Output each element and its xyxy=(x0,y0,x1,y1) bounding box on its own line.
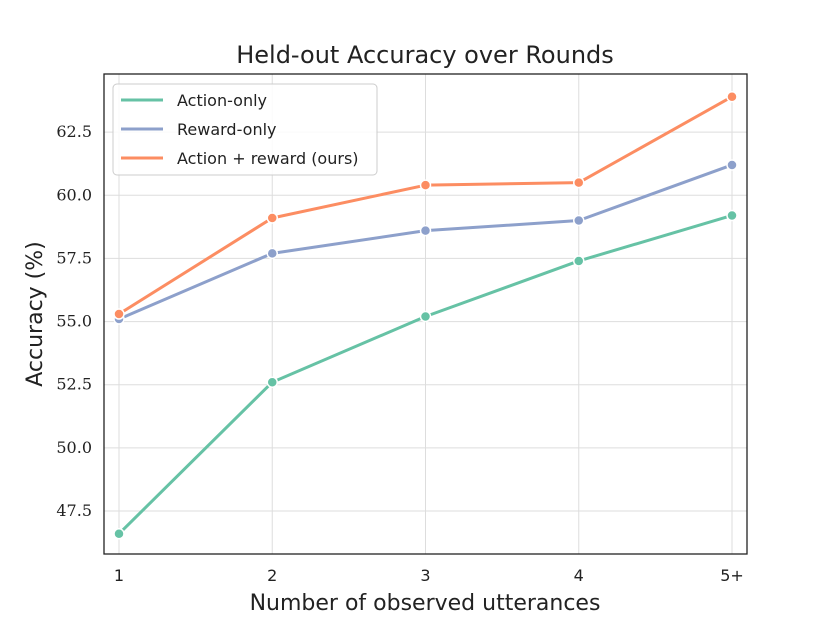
x-axis-label: Number of observed utterances xyxy=(250,591,601,616)
series-1 xyxy=(113,209,738,540)
x-tick-label: 4 xyxy=(574,566,584,585)
x-tick-label: 5+ xyxy=(720,566,744,585)
x-tick-label: 3 xyxy=(420,566,430,585)
y-tick-label: 55.0 xyxy=(56,312,92,331)
legend-box xyxy=(112,83,378,176)
y-tick-label: 47.5 xyxy=(56,501,92,520)
series-layer xyxy=(113,90,738,540)
data-point xyxy=(573,214,585,227)
legend: Action-only Reward-only Action + reward (o… xyxy=(112,83,378,176)
legend-label: Action + reward (ours) xyxy=(177,149,359,168)
legend-item: Reward-only xyxy=(121,120,277,139)
data-point xyxy=(266,376,278,388)
legend-item: Action + reward (ours) xyxy=(121,149,359,168)
data-point xyxy=(419,224,432,237)
y-axis-label: Accuracy (%) xyxy=(23,241,48,387)
y-tick-label: 57.5 xyxy=(56,248,92,267)
legend-label: Reward-only xyxy=(177,120,277,139)
data-point xyxy=(573,176,585,189)
data-point xyxy=(113,528,125,540)
data-point xyxy=(113,308,125,320)
data-point xyxy=(266,247,278,260)
y-ticks: 47.5 50.0 52.5 55.0 57.5 60.0 62.5 xyxy=(56,122,92,520)
series-3 xyxy=(113,90,738,320)
data-point xyxy=(726,209,738,222)
y-tick-label: 52.5 xyxy=(56,375,92,394)
data-point xyxy=(726,90,738,103)
data-point xyxy=(573,255,585,267)
data-point xyxy=(266,212,278,224)
x-tick-label: 2 xyxy=(267,566,277,585)
x-tick-label: 1 xyxy=(114,566,124,585)
data-point xyxy=(726,159,738,171)
legend-label: Action-only xyxy=(177,91,267,110)
y-tick-label: 62.5 xyxy=(56,122,92,141)
data-point xyxy=(419,310,432,323)
chart-title: Held-out Accuracy over Rounds xyxy=(236,41,614,69)
plot-frame xyxy=(103,73,748,555)
data-point xyxy=(419,179,432,191)
y-tick-label: 50.0 xyxy=(56,438,92,457)
y-tick-label: 60.0 xyxy=(56,185,92,204)
legend-item: Action-only xyxy=(121,91,267,110)
x-ticks: 1 2 3 4 5+ xyxy=(114,566,744,585)
